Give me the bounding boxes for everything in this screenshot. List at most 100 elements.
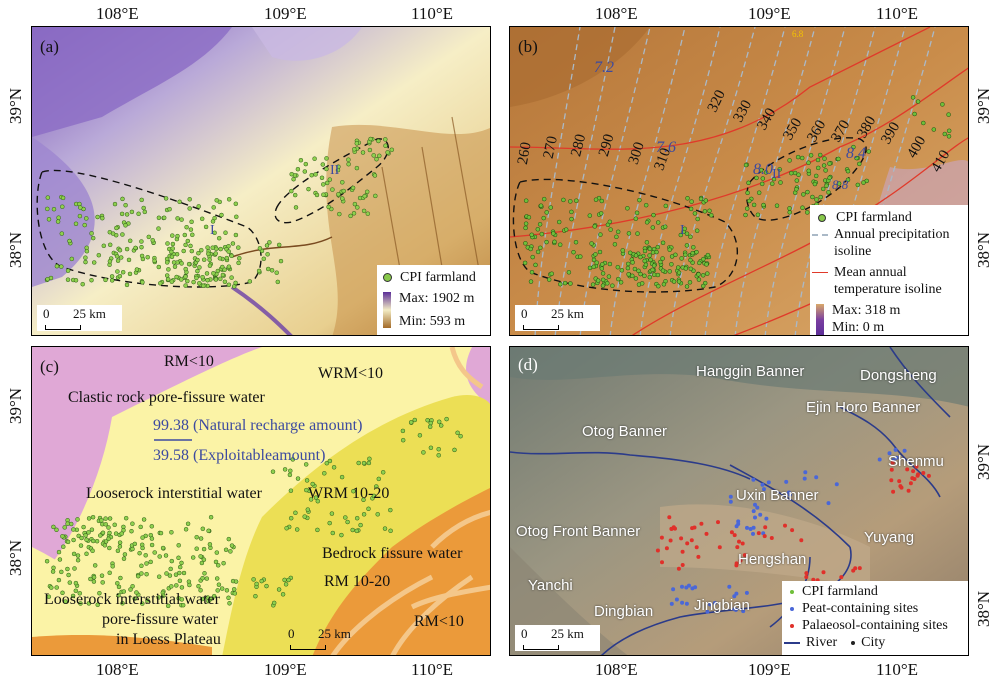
lon-tick: 108°E: [595, 4, 638, 23]
lon-tick: 108°E: [96, 660, 139, 679]
farmland-point: [436, 453, 441, 458]
farmland-point: [857, 161, 862, 167]
farmland-point: [683, 266, 689, 271]
farmland-point: [302, 169, 308, 174]
farmland-point: [636, 268, 641, 274]
farmland-point: [931, 127, 937, 132]
farmland-point: [218, 276, 223, 282]
farmland-point: [533, 262, 538, 268]
farmland-point: [667, 515, 672, 520]
farmland-point: [655, 220, 661, 225]
farmland-point: [62, 525, 67, 530]
farmland-point: [78, 205, 83, 210]
farmland-point: [812, 181, 818, 187]
panel-c-groundwater-map: (c) RM<10 WRM<10 Clastic rock pore-fissu…: [31, 346, 491, 656]
farmland-point: [215, 563, 221, 568]
farmland-point: [751, 202, 757, 208]
farmland-point: [612, 242, 618, 247]
farmland-point: [756, 190, 762, 195]
farmland-point: [127, 271, 133, 277]
farmland-point: [84, 248, 90, 254]
farmland-point: [157, 554, 162, 559]
farmland-point: [699, 521, 704, 526]
farmland-point: [676, 270, 682, 275]
farmland-point: [270, 469, 276, 474]
farmland-point: [691, 245, 696, 250]
climate-legend: CPI farmland Annual precipitation isolin…: [810, 205, 968, 335]
farmland-point: [198, 554, 203, 559]
farmland-point: [312, 156, 317, 161]
farmland-point: [709, 213, 714, 218]
farmland-point: [906, 488, 911, 493]
farmland-point: [114, 254, 120, 259]
farmland-point: [425, 417, 430, 423]
farmland-point: [889, 478, 894, 483]
farmland-point: [356, 460, 361, 466]
farmland-point: [276, 587, 282, 592]
panel-label: (c): [40, 357, 59, 376]
farmland-point: [350, 185, 356, 191]
farmland-point: [368, 136, 373, 142]
farmland-point: [763, 525, 768, 530]
farmland-point: [83, 533, 88, 538]
region-label: I: [210, 223, 215, 238]
farmland-point: [187, 582, 192, 588]
farmland-point: [229, 253, 234, 259]
farmland-point: [362, 193, 367, 199]
farmland-point: [327, 177, 333, 182]
farmland-point: [351, 211, 357, 216]
farmland-point: [139, 197, 144, 203]
farmland-point: [366, 506, 371, 512]
farmland-point: [329, 511, 335, 516]
farmland-point: [694, 545, 699, 550]
farmland-point: [548, 205, 553, 210]
farmland-point: [103, 522, 108, 527]
farmland-point: [65, 268, 71, 273]
farmland-point: [705, 252, 711, 258]
farmland-point: [760, 482, 765, 487]
farmland-point: [794, 187, 799, 192]
farmland-point: [274, 270, 279, 275]
farmland-point: [219, 212, 224, 218]
farmland-point: [690, 250, 695, 256]
farmland-point: [304, 478, 310, 483]
farmland-point: [801, 192, 806, 197]
region-label: II: [330, 163, 340, 178]
farmland-point: [697, 260, 702, 266]
farmland-point: [594, 260, 599, 265]
farmland-point: [671, 279, 677, 284]
farmland-point: [877, 457, 882, 462]
lon-tick: 108°E: [595, 660, 638, 679]
farmland-point: [595, 278, 601, 283]
farmland-point: [910, 95, 916, 100]
farmland-point: [805, 210, 810, 215]
farmland-point: [60, 534, 65, 539]
farmland-point: [124, 246, 130, 252]
farmland-point: [346, 157, 351, 162]
farmland-point: [86, 516, 92, 521]
panel-label: (a): [40, 37, 59, 56]
farmland-point: [578, 254, 583, 259]
farmland-point: [136, 211, 141, 217]
farmland-point: [753, 515, 757, 520]
farmland-point: [185, 521, 191, 527]
farmland-point: [322, 471, 327, 476]
farmland-point: [912, 477, 917, 481]
farmland-point: [890, 460, 895, 465]
farmland-point: [339, 474, 345, 480]
farmland-point: [365, 211, 371, 216]
farmland-point: [217, 256, 223, 261]
scale-zero: 0: [521, 306, 528, 321]
cpi-farmland-dots: [44, 136, 395, 289]
farmland-point: [546, 277, 552, 282]
farmland-point: [216, 582, 222, 587]
farmland-point: [194, 275, 199, 281]
temp-isoline-label: 6.8: [792, 29, 804, 39]
farmland-point: [738, 558, 743, 563]
farmland-point: [69, 256, 75, 262]
farmland-point: [770, 181, 775, 186]
farmland-point: [126, 257, 132, 263]
farmland-point: [655, 244, 661, 250]
farmland-point: [836, 181, 842, 186]
farmland-point: [200, 526, 206, 532]
